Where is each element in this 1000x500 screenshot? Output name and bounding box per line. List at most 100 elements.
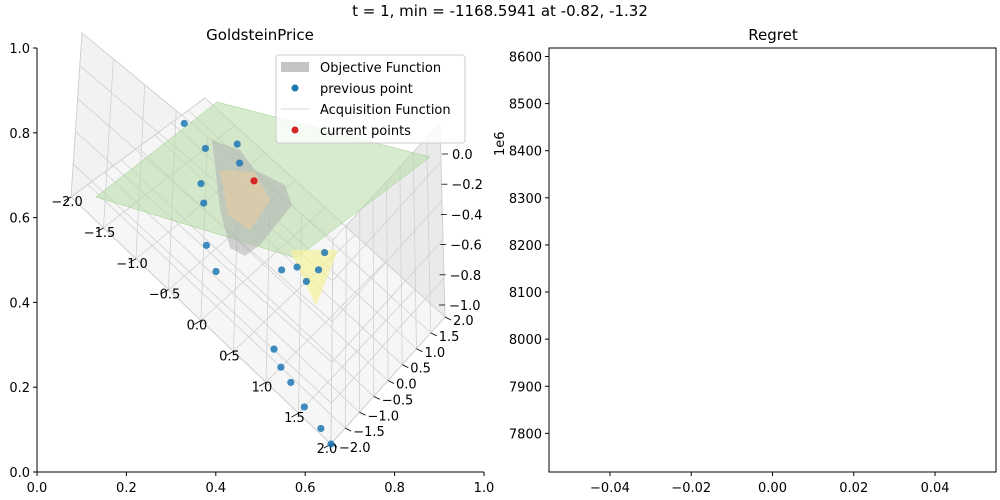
previous-point [302,277,310,286]
regret-title: Regret [748,26,798,44]
axis3d-x-tick-mark [291,412,299,418]
regret-x-tick-label: −0.02 [671,481,711,496]
axis3d-y-tick-label: −1.0 [368,409,400,424]
regret-y-tick-label: 8300 [509,192,542,207]
axis3d-y-tick-label: −2.0 [339,441,371,456]
goldstein-title: GoldsteinPrice [206,26,314,44]
previous-point [233,140,241,148]
axis3d-x-tick-mark [258,381,267,387]
grid-y-wall-line [439,122,446,318]
grid-z-line [79,65,442,282]
previous-point [200,199,208,207]
regret-plot-area [548,47,997,473]
axis3d-x-tick-mark [128,258,137,264]
previous-point [293,263,301,271]
axis3d-z-tick-label: −0.2 [451,178,483,193]
regret-y-tick-label: 7800 [509,427,542,442]
axis3d-x-tick-mark [63,196,72,202]
grid-y-wall-line [412,152,417,349]
frame-x-tick-label: 0.2 [116,481,137,496]
legend-marker-dot [291,84,299,92]
axis3d-y-tick-mark [345,427,352,432]
grid-x-wall-line [70,32,83,198]
grid-x-wall-line [330,239,334,445]
axis3d-x-tick-mark [193,320,202,325]
grid-x-line [298,289,416,414]
frame-y-tick-label: 0.8 [9,127,30,142]
previous-point [278,266,286,274]
axis3d-y-ticks: −2.0−1.5−1.0−0.50.00.51.01.52.0 [330,314,474,456]
axis3d-y-tick-mark [430,332,437,337]
previous-point [314,266,323,274]
acquisition-dip [290,250,338,306]
regret-y-tick-label: 8600 [509,50,542,65]
regret-y-tick-label: 8000 [509,333,542,348]
regret-x-tick-label: 0.00 [758,481,787,496]
objective-surface-highlight [220,170,270,230]
previous-point [321,248,329,257]
legend-box [275,54,466,144]
frame-x-tick-label: 0.6 [295,481,316,496]
axis3d-x-tick-label: −1.5 [84,226,116,241]
axis3d-z-tick-label: 0.0 [452,148,473,163]
axis3d-z-tick-label: −0.4 [451,208,483,223]
goldstein-frame: 0.0 0.2 0.4 0.6 0.8 1.0 0.0 0.2 0.4 0.6 0.8 1.0 [9,42,494,496]
axis3d-z-tick-label: −0.8 [450,269,482,284]
previous-point [300,403,308,411]
regret-ticks: −0.04 −0.02 0.00 0.02 0.04 7800 7900 8000 8100 82… [509,50,950,496]
frame-y-tick-label: 0.6 [9,212,30,227]
legend-label: Objective Function [320,61,441,76]
axis3d-x-ticks: −2.0−1.5−1.0−0.50.00.51.01.52.0 [51,195,337,457]
axis3d-y-tick-label: −0.5 [382,393,414,408]
frame-x-tick-label: 1.0 [474,481,495,496]
axis3d-y-tick-mark [387,380,395,384]
regret-x-tick-label: 0.02 [839,481,868,496]
scatter-points [180,119,335,448]
previous-point [197,180,205,188]
previous-point [235,159,244,167]
axis3d-x-tick-label: 1.0 [252,380,273,395]
axis3d-z-tick-label: −0.6 [450,239,482,254]
regret-y-tick-label: 8100 [509,286,542,301]
legend-label: previous point [320,82,413,97]
axis3d-z-tick-label: −1.0 [449,299,481,314]
previous-point [202,241,211,249]
regret-y-tick-label: 8500 [509,98,542,113]
frame-y-tick-label: 0.0 [9,466,30,481]
previous-point [287,378,295,387]
axis3d-y-tick-label: 2.0 [453,314,474,329]
axis3d-x-tick-mark [161,289,169,294]
frame-x-tick-label: 0.0 [27,481,48,496]
regret-y-tick-label: 8400 [509,145,542,160]
axis3d-x-tick-label: −0.5 [149,288,181,303]
frame-y-tick-label: 0.2 [9,381,30,396]
figure-suptitle: t = 1, min = -1168.5941 at -0.82, -1.32 [352,2,648,20]
grid-z-line [72,163,445,404]
regret-y-tick-label: 7900 [509,380,542,395]
goldstein-legend: Objective Function previous point Acquisit… [275,54,466,144]
axis3d-y-tick-mark [373,396,380,400]
regret-y-tick-label: 8200 [509,239,542,254]
previous-point [180,119,188,128]
axis3d-x-tick-mark [96,227,104,233]
axis3d-x-tick-label: 1.5 [284,411,305,426]
previous-point [317,424,325,433]
axis3d-x-tick-label: 0.0 [187,319,208,334]
axis3d-y-tick-mark [402,364,409,368]
axis3d-z-offset-label: 1e6 [493,131,508,156]
frame-x-tick-label: 0.4 [205,481,226,496]
legend-label: current points [320,124,411,139]
grid-y-wall-line [399,166,403,365]
previous-point [327,440,335,448]
previous-point [212,267,220,276]
legend-label: Acquisition Function [320,103,451,118]
axis3d-y-tick-label: 0.0 [396,378,417,393]
axis3d-x-tick-mark [226,351,234,356]
frame-ticks: 0.0 0.2 0.4 0.6 0.8 1.0 0.0 0.2 0.4 0.6 0.8 1.0 [9,42,494,496]
axis3d-y-tick-mark [359,411,366,416]
axis3d-y-tick-mark [444,316,452,321]
grid-y-wall-line [372,196,375,397]
axis3d-y-tick-label: −1.5 [353,425,385,440]
regret-x-tick-label: −0.04 [590,481,630,496]
